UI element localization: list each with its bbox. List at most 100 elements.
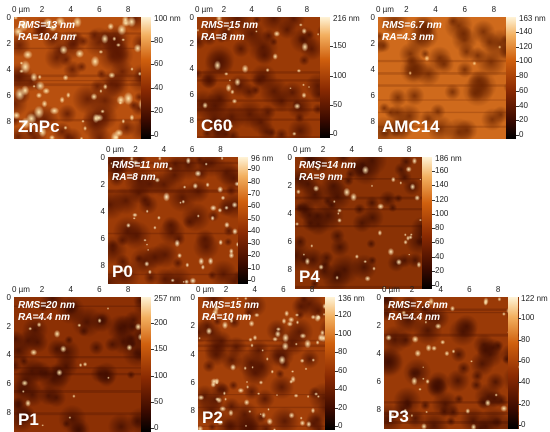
color-scale-tick-mark	[248, 255, 251, 256]
color-scale-tick-mark	[151, 111, 154, 112]
color-scale-tick-mark	[518, 425, 521, 426]
color-scale-bar	[320, 17, 330, 138]
rms-value: RMS=11 nm	[112, 160, 168, 172]
x-tick-label: 2	[40, 6, 44, 14]
x-tick-label: 2	[222, 6, 226, 14]
x-tick-label: 0 µm	[106, 146, 124, 154]
color-scale-tick-mark	[335, 371, 338, 372]
color-scale-tick: 20	[338, 404, 347, 412]
color-scale-tick-mark	[335, 389, 338, 390]
ra-value: RA=9 nm	[299, 172, 356, 184]
x-tick-label: 6	[462, 6, 466, 14]
y-tick-label: 0	[97, 154, 105, 162]
color-scale-tick: 80	[519, 72, 528, 80]
color-scale-max: 163 nm	[519, 15, 546, 23]
y-tick-label: 4	[373, 350, 381, 358]
color-scale-tick: 40	[251, 227, 260, 235]
color-scale-tick: 60	[154, 60, 163, 68]
y-tick-label: 6	[97, 235, 105, 243]
x-tick-label: 6	[190, 146, 194, 154]
x-tick-label: 8	[407, 146, 411, 154]
color-scale-tick-mark	[432, 214, 435, 215]
y-tick-label: 8	[97, 262, 105, 270]
color-scale-tick-mark	[151, 349, 154, 350]
color-scale-tick: 60	[435, 238, 444, 246]
rms-value: RMS=15 nm	[202, 300, 259, 312]
x-tick-label: 0 µm	[12, 286, 30, 294]
x-tick-label: 2	[404, 6, 408, 14]
color-scale-tick: 50	[154, 398, 163, 406]
color-scale-tick: 20	[154, 107, 163, 115]
color-scale-tick: 20	[521, 400, 530, 408]
color-scale-tick: 200	[154, 319, 167, 327]
x-tick-label: 0 µm	[382, 286, 400, 294]
y-tick-label: 4	[187, 351, 195, 359]
color-scale-tick: 0	[521, 421, 525, 429]
color-scale-tick-mark	[516, 76, 519, 77]
color-scale-max: 96 nm	[251, 155, 273, 163]
color-scale-tick: 40	[338, 385, 347, 393]
color-scale-max: 216 nm	[333, 15, 360, 23]
y-tick-label: 8	[284, 266, 292, 274]
color-scale-tick-mark	[518, 340, 521, 341]
x-tick-label: 0 µm	[376, 6, 394, 14]
rms-value: RMS=14 nm	[299, 160, 356, 172]
color-scale-bar	[422, 157, 432, 289]
color-scale-tick-mark	[432, 242, 435, 243]
color-scale-tick: 0	[154, 424, 158, 432]
color-scale-tick: 80	[521, 336, 530, 344]
color-scale-tick: 60	[521, 357, 530, 365]
sample-label: C60	[201, 117, 232, 135]
x-tick-label: 0 µm	[196, 286, 214, 294]
y-tick-label: 2	[186, 40, 194, 48]
color-scale-tick: 100	[333, 72, 346, 80]
color-scale-bar	[238, 157, 248, 284]
x-tick-label: 4	[433, 6, 437, 14]
color-scale-tick-mark	[248, 268, 251, 269]
color-scale-tick: 120	[435, 196, 448, 204]
color-scale-tick-mark	[432, 285, 435, 286]
color-scale-tick-mark	[248, 182, 251, 183]
color-scale-tick: 80	[251, 178, 260, 186]
color-scale-tick: 60	[519, 87, 528, 95]
color-scale-tick: 0	[154, 131, 158, 139]
color-scale-max: 136 nm	[338, 295, 365, 303]
color-scale-tick: 0	[333, 130, 337, 138]
y-tick-label: 4	[186, 65, 194, 73]
sample-label: P4	[299, 268, 320, 286]
sample-label: ZnPc	[18, 118, 60, 136]
color-scale-tick: 90	[251, 165, 260, 173]
color-scale-tick: 120	[338, 311, 351, 319]
color-scale-tick-mark	[335, 315, 338, 316]
color-scale-tick: 40	[519, 102, 528, 110]
y-tick-label: 4	[3, 351, 11, 359]
color-scale-tick: 20	[251, 251, 260, 259]
y-tick-label: 6	[186, 91, 194, 99]
y-tick-label: 4	[284, 210, 292, 218]
color-scale-tick-mark	[151, 323, 154, 324]
color-scale-tick-mark	[516, 135, 519, 136]
x-tick-label: 0 µm	[293, 146, 311, 154]
x-tick-label: 2	[133, 146, 137, 154]
color-scale-tick: 150	[333, 42, 346, 50]
rms-value: RMS=7.6 nm	[388, 300, 448, 312]
y-tick-label: 8	[367, 118, 375, 126]
color-scale-tick-mark	[248, 219, 251, 220]
color-scale-tick: 10	[251, 264, 260, 272]
color-scale-tick: 100	[519, 57, 532, 65]
sample-label: AMC14	[382, 118, 440, 136]
y-tick-label: 0	[187, 294, 195, 302]
ra-value: RA=4.4 nm	[388, 312, 448, 324]
y-tick-label: 2	[373, 322, 381, 330]
color-scale-bar	[508, 297, 518, 429]
color-scale-bar	[506, 17, 516, 139]
ra-value: RA=4.4 nm	[18, 312, 75, 324]
rms-value: RMS=15 nm	[201, 20, 258, 32]
